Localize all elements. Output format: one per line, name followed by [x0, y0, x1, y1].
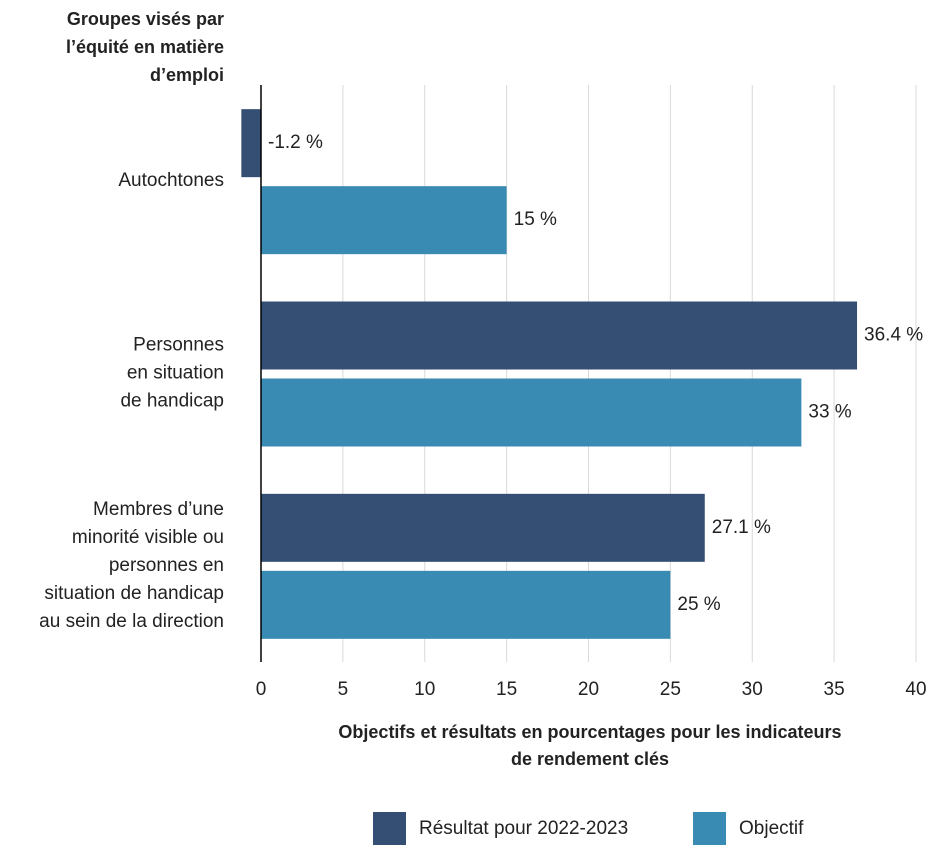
bar	[261, 301, 858, 370]
y-tick-label: en situation	[127, 363, 224, 384]
legend-swatch	[693, 812, 726, 845]
bar	[261, 186, 507, 255]
y-axis-title: d’emploi	[150, 65, 224, 85]
legend-label: Objectif	[739, 818, 804, 839]
y-tick-label: de handicap	[120, 391, 224, 412]
y-tick-label: personnes en	[109, 555, 224, 576]
x-tick-label: 10	[414, 679, 435, 700]
x-tick-label: 40	[905, 679, 926, 700]
x-tick-label: 30	[742, 679, 763, 700]
x-tick-label: 25	[660, 679, 681, 700]
y-tick-label: minorité visible ou	[72, 527, 224, 548]
y-axis-title: Groupes visés par	[67, 9, 224, 29]
bar	[261, 570, 671, 639]
x-tick-label: 35	[824, 679, 845, 700]
data-label: 33 %	[808, 402, 851, 423]
y-axis-title: l’équité en matière	[66, 37, 224, 57]
data-label: 15 %	[514, 209, 557, 230]
x-tick-label: 5	[338, 679, 349, 700]
x-axis-title: de rendement clés	[511, 749, 669, 769]
bar	[261, 493, 705, 562]
data-label: -1.2 %	[268, 132, 323, 153]
legend-swatch	[373, 812, 406, 845]
y-tick-label: Membres d’une	[93, 499, 224, 520]
y-tick-label: au sein de la direction	[39, 611, 224, 632]
y-tick-label: situation de handicap	[44, 583, 224, 604]
x-axis-title: Objectifs et résultats en pourcentages p…	[338, 722, 841, 742]
bar	[261, 378, 802, 447]
x-tick-label: 0	[256, 679, 267, 700]
data-label: 27.1 %	[712, 517, 771, 538]
y-tick-label: Autochtones	[118, 170, 224, 191]
x-tick-label: 20	[578, 679, 599, 700]
data-label: 25 %	[677, 594, 720, 615]
x-tick-label: 15	[496, 679, 517, 700]
bar	[241, 109, 261, 178]
data-label: 36.4 %	[864, 325, 923, 346]
legend-label: Résultat pour 2022-2023	[419, 818, 628, 839]
y-tick-label: Personnes	[133, 335, 224, 356]
